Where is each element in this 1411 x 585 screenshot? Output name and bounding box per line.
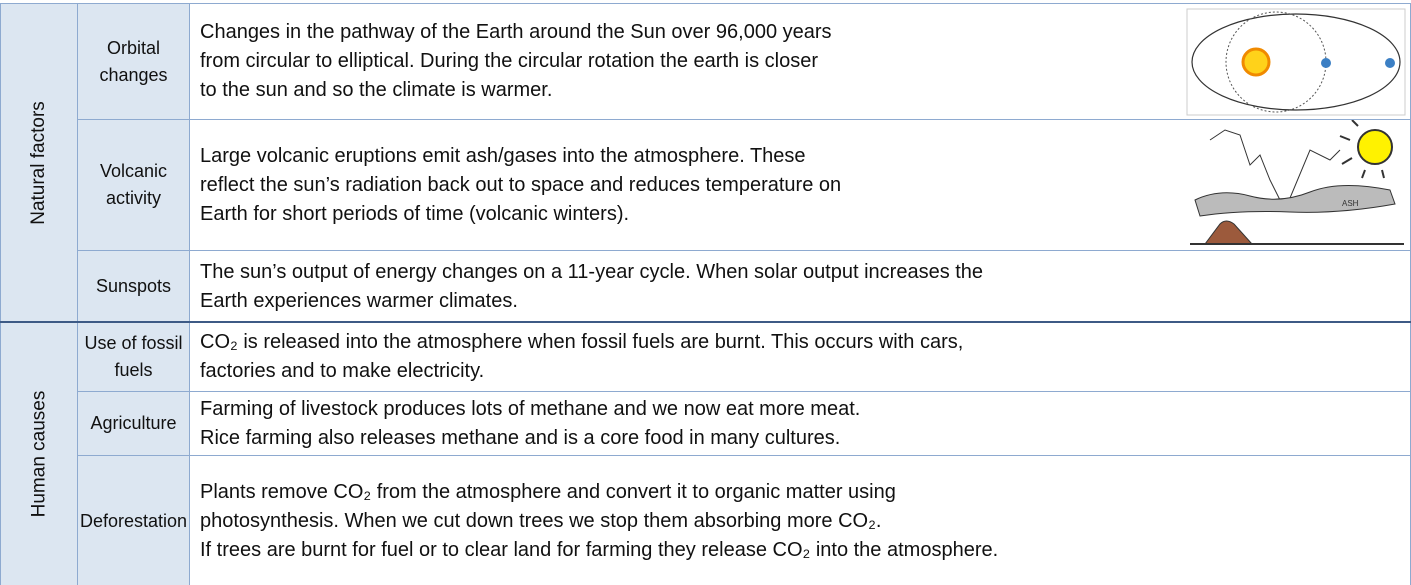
description-line: Farming of livestock produces lots of me… [200, 397, 861, 420]
description-line: Plants remove CO₂ from the atmosphere an… [200, 480, 896, 503]
group-cell: Natural factors [0, 3, 78, 322]
group-separator [0, 321, 1411, 323]
factor-label: Orbital changes [99, 37, 168, 85]
description-line: Rice farming also releases methane and i… [200, 426, 841, 449]
description-line: Earth experiences warmer climates. [200, 289, 518, 312]
description-line: CO₂ is released into the atmosphere when… [200, 331, 964, 353]
description-line: from circular to elliptical. During the … [200, 50, 819, 72]
description-cell: CO₂ is released into the atmosphere when… [189, 322, 1411, 392]
factor-label: Agriculture [90, 413, 177, 433]
description-line: Earth for short periods of time (volcani… [200, 202, 630, 225]
factor-label: Deforestation [79, 510, 188, 531]
description-cell: Farming of livestock produces lots of me… [189, 391, 1411, 456]
description-cell: Plants remove CO₂ from the atmosphere an… [189, 455, 1411, 585]
group-label: Natural factors [28, 100, 50, 225]
factor-cell: Sunspots [77, 250, 190, 323]
factor-cell: Deforestation [77, 455, 190, 585]
description-line: photosynthesis. When we cut down trees w… [200, 509, 882, 532]
factor-cell: Volcanic activity [77, 119, 190, 251]
description-line: factories and to make electricity. [200, 360, 485, 382]
description-line: The sun’s output of energy changes on a … [200, 260, 984, 283]
factor-cell: Use of fossil fuels [77, 322, 190, 392]
description-line: reflect the sun’s radiation back out to … [200, 173, 842, 196]
factor-cell: Agriculture [77, 391, 190, 456]
description-line: Changes in the pathway of the Earth arou… [200, 21, 832, 43]
group-cell: Human causes [0, 322, 78, 585]
description-cell: The sun’s output of energy changes on a … [189, 250, 1411, 323]
factor-label: Use of fossil fuels [84, 333, 183, 380]
factor-cell: Orbital changes [77, 3, 190, 120]
orbit-diagram [1186, 8, 1406, 116]
factor-label: Volcanic activity [99, 161, 168, 208]
description-line: Large volcanic eruptions emit ash/gases … [200, 144, 806, 167]
description-cell: Large volcanic eruptions emit ash/gases … [189, 119, 1411, 251]
volcano-diagram: ASH [1190, 120, 1404, 245]
group-label: Human causes [28, 390, 50, 518]
description-line: If trees are burnt for fuel or to clear … [200, 538, 999, 561]
description-cell: Changes in the pathway of the Earth arou… [189, 3, 1411, 120]
description-line: to the sun and so the climate is warmer. [200, 79, 553, 101]
ash-label: ASH [1342, 199, 1359, 208]
factor-label: Sunspots [95, 276, 172, 296]
